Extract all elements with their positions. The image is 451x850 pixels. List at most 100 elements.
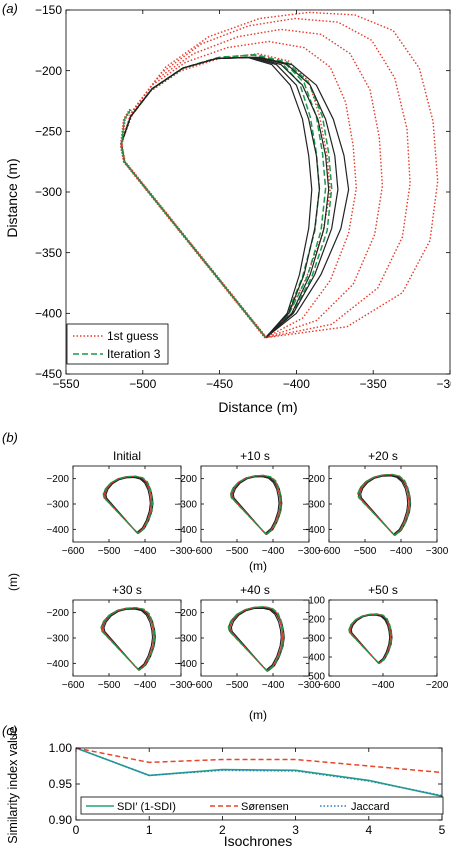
panel-b-subplot-6: −600 −400 −200 −500 −400 −300 −200 −100 +50 s <box>302 583 448 691</box>
panel-b-subplot-2-xtick-label: −400 <box>262 546 285 557</box>
panel-a-xtick-label: −550 <box>52 377 79 391</box>
panel-b-subplot-1-ytick-label: −200 <box>46 474 69 485</box>
panel-b-subplot-4-xtick-label: −400 <box>134 680 157 691</box>
panel-b-subplot-6-xtick-label: −200 <box>426 680 449 691</box>
panel-b-subplot-2-xtick-label: −500 <box>226 546 249 557</box>
panel-b-subplot-4-xtick-label: −500 <box>98 680 121 691</box>
panel-b-subplot-title: +40 s <box>240 583 270 597</box>
panel-b-subplot-5-xtick-label: −600 <box>190 680 213 691</box>
panel-b-subplot-2: −600 −500 −400 −300 −400 −300 −200 +10 s <box>174 449 320 557</box>
panel-b-subplot-6-axes-frame <box>328 599 438 677</box>
panel-b-observed-outline <box>232 476 280 534</box>
panel-b-observed-outline <box>230 607 282 671</box>
panel-b-subplot-2-ytick-label: −400 <box>174 525 197 536</box>
panel-b-subplot-3-ytick-label: −400 <box>302 525 325 536</box>
panel-b-subplot-5-xtick-label: −400 <box>262 680 285 691</box>
panel-c-legend-sorensen-label: Sørensen <box>241 801 289 813</box>
panel-b-subplot-3-ytick-label: −200 <box>302 474 325 485</box>
panel-b-subplot-3-xtick-label: −600 <box>318 546 341 557</box>
panel-c-axes: 0 1 2 3 4 5 0.90 0.95 1.00 <box>49 741 446 837</box>
panel-c-xtick-label: 1 <box>146 823 153 837</box>
panel-c-ylabel: Similarity index value <box>6 726 20 843</box>
panel-b-subplot-6-ytick-label: −400 <box>302 653 325 664</box>
panel-b-subplot-title: Initial <box>113 449 141 463</box>
panel-a-xlabel: Distance (m) <box>218 399 297 415</box>
panel-b-ylabel: (m) <box>6 573 20 591</box>
panel-a-series-1-loop <box>120 11 439 339</box>
panel-b-subplot-1-xtick-label: −600 <box>62 546 85 557</box>
panel-a-xtick-label: −300 <box>436 377 451 391</box>
panel-b-subplot-5-ytick-label: −400 <box>174 659 197 670</box>
panel-c-ytick-label: 0.90 <box>49 813 73 827</box>
panel-b-green-outline <box>227 606 285 672</box>
panel-b-subplot-6-xtick-label: −600 <box>318 680 341 691</box>
panel-label-a: (a) <box>2 1 18 16</box>
panel-a-axes-frame <box>65 9 451 375</box>
panel-a-ytick-label: −200 <box>35 64 62 78</box>
panel-b-observed-outline <box>105 476 151 534</box>
panel-a-series-1-loop <box>120 40 357 339</box>
panel-a-series-2-loop <box>120 54 321 339</box>
panel-b-subplot-3-xtick-label: −300 <box>426 546 449 557</box>
panel-b-subplot-1: −600 −500 −400 −300 −400 −300 −200 Initial <box>46 449 192 557</box>
panel-a-series-3-loop <box>120 56 313 338</box>
panel-b-subplot-6-ytick-label: −500 <box>302 672 325 683</box>
panel-b-observed-outline <box>360 475 409 535</box>
panel-b-observed-outline <box>350 614 391 664</box>
panel-c-series-line-3 <box>75 747 443 797</box>
panel-b-subplot-title: +20 s <box>368 449 398 463</box>
panel-a-axes: −550 −500 −450 −400 −350 −300 −450 −400 −350 −300… <box>35 3 451 391</box>
panel-b-subplot-2-xtick-label: −300 <box>298 546 321 557</box>
panel-b-subplot-4-ytick-label: −400 <box>46 659 69 670</box>
panel-b-subplot-2-xtick-label: −600 <box>190 546 213 557</box>
panel-b-subplot-3-axes-frame <box>328 465 438 543</box>
panel-b-subplot-3: −600 −500 −400 −300 −400 −300 −200 +20 s <box>302 449 448 557</box>
panel-a-xtick-label: −350 <box>360 377 387 391</box>
panel-b-subplot-5-xtick-label: −300 <box>298 680 321 691</box>
panel-a-ytick-label: −450 <box>35 367 62 381</box>
panel-b-subplot-5-axes-frame <box>200 599 310 677</box>
panel-a-xtick-label: −400 <box>283 377 310 391</box>
panel-a-xtick-label: −500 <box>129 377 156 391</box>
panel-b-subplot-3-xtick-label: −400 <box>390 546 413 557</box>
panel-b-subplot-6-ytick-label: −200 <box>302 615 325 626</box>
panel-a-series-1-loop <box>120 28 384 339</box>
panel-c-xlabel: Isochrones <box>224 833 292 849</box>
panel-a-ytick-label: −400 <box>35 307 62 321</box>
panel-c-legend: SDI′ (1-SDI) Sørensen Jaccard <box>80 796 444 815</box>
panel-b-green-outline <box>357 473 411 536</box>
panel-b-subplot-3-xtick-label: −500 <box>354 546 377 557</box>
panel-b-red-outline <box>228 606 284 672</box>
panel-b-chart: −600 −500 −400 −300−400−300−200Initial−600−… <box>46 449 448 691</box>
panel-c-series-line-2 <box>75 747 443 774</box>
panel-b-subplot-6-ytick-label: −300 <box>302 634 325 645</box>
panel-label-c: (c) <box>2 723 17 738</box>
panel-a-chart: −550 −500 −450 −400 −350 −300 −450 −400 −350 −300… <box>4 3 451 415</box>
panel-c-legend-jaccard-label: Jaccard <box>351 801 390 813</box>
panel-b-subplot-1-xtick-label: −400 <box>134 546 157 557</box>
panel-c-ytick-label: 1.00 <box>49 741 73 755</box>
panel-b-subplot-1-xtick-label: −500 <box>98 546 121 557</box>
panel-b-subplot-4-axes-frame <box>72 599 182 677</box>
panel-c-xtick-label: 4 <box>365 823 372 837</box>
panel-b-subplot-title: +10 s <box>240 449 270 463</box>
panel-b-xlabel-bottom: (m) <box>249 708 267 722</box>
panel-b-subplot-5-ytick-label: −300 <box>174 634 197 645</box>
panel-b-green-outline <box>348 613 393 665</box>
panel-b-xlabel-top: (m) <box>249 559 267 573</box>
panel-b-subplot-6-ytick-label: −100 <box>302 596 325 607</box>
panel-a-series-1-loop <box>120 17 411 339</box>
panel-b-subplot-1-ytick-label: −400 <box>46 525 69 536</box>
panel-b-subplot-3-ytick-label: −300 <box>302 500 325 511</box>
panel-c-xtick-label: 2 <box>219 823 226 837</box>
panel-b-subplot-2-ytick-label: −300 <box>174 500 197 511</box>
panel-a-legend-iter-label: Iteration 3 <box>107 347 161 361</box>
panel-a-ytick-label: −350 <box>35 246 62 260</box>
panel-b-subplot-4: −600 −500 −400 −300 −400 −300 −200 +30 s <box>46 583 192 691</box>
panel-b-subplot-1-xtick-label: −300 <box>170 546 193 557</box>
panel-a-series-3-loop <box>120 56 320 339</box>
panel-c-xtick-label: 5 <box>439 823 446 837</box>
panel-a-base-edge-red <box>119 108 267 339</box>
panel-a-ytick-label: −300 <box>35 185 62 199</box>
